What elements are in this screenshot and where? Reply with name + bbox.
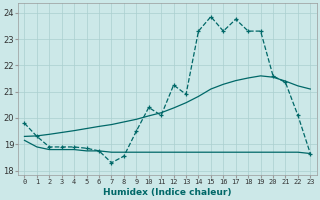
X-axis label: Humidex (Indice chaleur): Humidex (Indice chaleur) (103, 188, 232, 197)
